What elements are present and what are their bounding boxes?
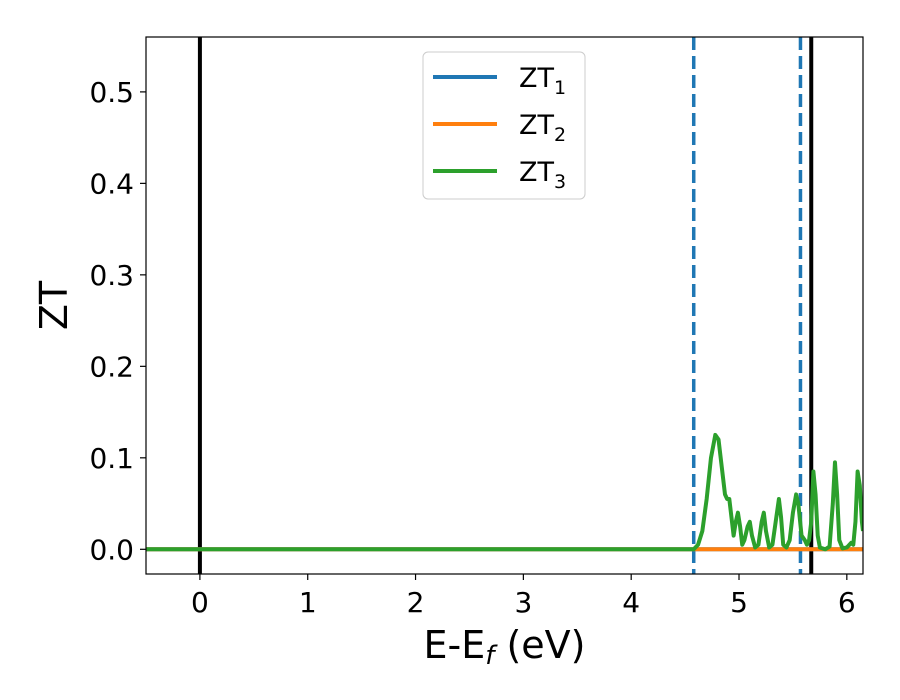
- x-tick-label: 2: [407, 586, 425, 619]
- x-tick-label: 5: [730, 586, 748, 619]
- x-tick-label: 6: [838, 586, 856, 619]
- x-axis-label: E-Ef (eV): [424, 623, 586, 671]
- series-layer: [146, 432, 863, 552]
- y-tick-label: 0.1: [89, 442, 134, 475]
- y-axis-ticks: 0.0 0.1 0.2 0.3 0.4 0.5: [89, 76, 146, 566]
- x-axis-ticks: 0 1 2 3 4 5 6: [191, 574, 856, 619]
- y-tick-label: 0.0: [89, 533, 134, 566]
- y-tick-label: 0.5: [89, 76, 134, 109]
- x-tick-label: 1: [299, 586, 317, 619]
- legend-label-zt2: ZT2: [519, 110, 566, 146]
- x-tick-label: 4: [622, 586, 640, 619]
- y-tick-label: 0.4: [89, 167, 134, 200]
- legend-label-zt3: ZT3: [519, 157, 566, 193]
- legend-label-zt1: ZT1: [519, 63, 566, 99]
- x-tick-label: 0: [191, 586, 209, 619]
- y-axis-label: ZT: [32, 280, 76, 330]
- legend: ZT1 ZT2 ZT3: [422, 51, 586, 200]
- legend-box: [422, 51, 586, 200]
- y-tick-label: 0.2: [89, 350, 134, 383]
- plot-frame: [145, 36, 864, 575]
- x-tick-label: 3: [514, 586, 532, 619]
- series-line-zt3: [146, 432, 863, 552]
- y-tick-label: 0.3: [89, 259, 134, 292]
